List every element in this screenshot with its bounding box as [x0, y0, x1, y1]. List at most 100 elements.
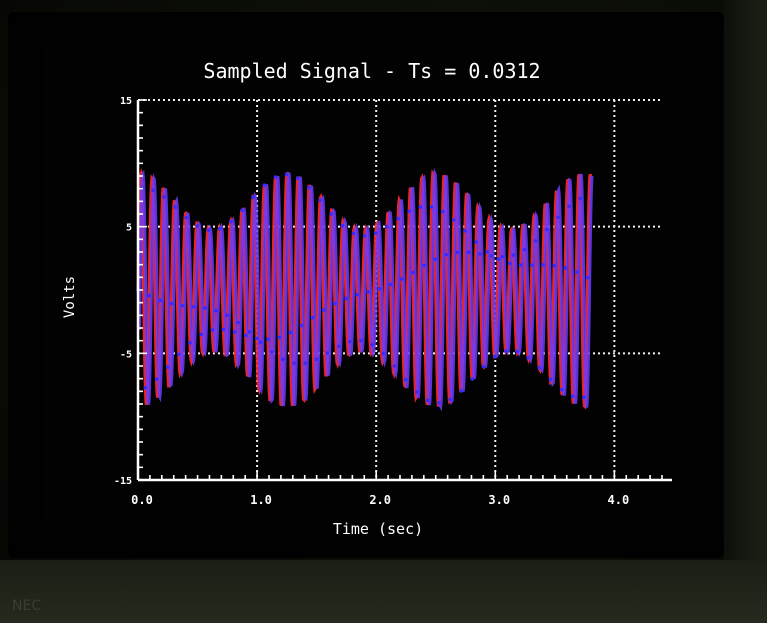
- sample-point: [340, 223, 345, 228]
- x-tick-label: 0.0: [131, 493, 153, 507]
- monitor-brand-label: NEC: [12, 598, 42, 614]
- sample-point: [511, 253, 516, 257]
- x-tick-label: 3.0: [488, 493, 510, 507]
- x-tick-label: 4.0: [608, 493, 630, 507]
- sample-point: [158, 298, 163, 303]
- sample-point: [385, 224, 389, 229]
- sample-point: [522, 247, 527, 252]
- y-axis-label: Volts: [62, 276, 78, 318]
- sample-point: [347, 339, 352, 344]
- sample-point: [206, 228, 211, 233]
- sample-point: [504, 349, 508, 353]
- sample-point: [269, 350, 274, 354]
- chart-title: Sampled Signal - Ts = 0.0312: [203, 59, 540, 83]
- sample-point: [191, 305, 196, 309]
- sample-point: [203, 306, 207, 310]
- sample-point: [333, 301, 337, 306]
- sample-point: [255, 336, 259, 341]
- sample-point: [474, 240, 478, 244]
- sample-point: [422, 263, 426, 268]
- sample-point: [426, 398, 430, 402]
- sample-point: [221, 327, 226, 332]
- sample-point: [247, 330, 252, 334]
- signal-trace-red: [136, 168, 593, 410]
- sample-point: [515, 349, 519, 354]
- sample-point: [407, 209, 412, 214]
- sample-point: [151, 188, 155, 193]
- sample-point: [481, 364, 486, 369]
- sample-point: [154, 377, 159, 381]
- sample-point: [180, 303, 185, 308]
- x-tick-label: 1.0: [250, 493, 272, 507]
- sample-point: [169, 301, 174, 306]
- sample-point: [299, 323, 304, 328]
- sample-point: [455, 250, 460, 255]
- monitor-frame-right: [724, 0, 767, 560]
- sample-point: [507, 261, 512, 266]
- sample-point: [444, 252, 449, 257]
- sample-point: [500, 254, 504, 259]
- sample-point: [188, 340, 192, 345]
- sample-point: [199, 332, 203, 337]
- sample-point: [325, 351, 330, 355]
- sample-point: [374, 231, 378, 235]
- sample-point: [489, 254, 493, 258]
- sample-point: [429, 205, 434, 209]
- sample-point: [232, 330, 237, 334]
- sample-point: [570, 394, 575, 399]
- x-tick-label: 2.0: [369, 493, 391, 507]
- sample-point: [381, 351, 386, 356]
- sample-point: [321, 308, 326, 312]
- sample-point: [303, 361, 308, 365]
- sample-point: [329, 212, 334, 216]
- sample-point: [288, 330, 293, 335]
- sample-point: [448, 397, 452, 402]
- sample-point: [544, 227, 549, 232]
- signal-trace-blue: [137, 167, 594, 412]
- sample-point: [147, 293, 151, 298]
- sample-point: [530, 263, 534, 267]
- sample-point: [366, 290, 371, 294]
- sample-point: [236, 320, 241, 325]
- sample-point: [266, 337, 270, 342]
- sample-point: [496, 257, 501, 261]
- chart-axes: [136, 99, 672, 482]
- sample-point: [336, 344, 341, 349]
- sample-point: [217, 226, 222, 231]
- sample-point: [533, 239, 538, 243]
- sample-point: [143, 385, 148, 390]
- sample-point: [585, 275, 590, 280]
- sample-point: [351, 231, 356, 236]
- sample-point: [240, 208, 244, 213]
- sample-point: [418, 205, 423, 209]
- sample-point: [563, 266, 568, 270]
- sample-point: [359, 338, 363, 343]
- sample-point: [258, 340, 263, 344]
- sample-point: [314, 357, 319, 362]
- sample-point: [556, 215, 560, 220]
- sample-point: [541, 263, 545, 267]
- sample-point: [478, 252, 482, 256]
- sample-point: [292, 361, 296, 366]
- sample-point: [195, 224, 200, 228]
- sample-point: [281, 357, 285, 362]
- sample-point: [400, 277, 404, 281]
- sample-point: [370, 342, 374, 347]
- sample-point: [344, 296, 348, 301]
- sample-point: [277, 335, 281, 340]
- sample-point: [162, 195, 166, 199]
- y-tick-label: 15: [120, 96, 132, 107]
- sample-point: [362, 233, 367, 238]
- sample-point: [485, 250, 490, 254]
- sample-point: [173, 205, 177, 209]
- sample-point: [463, 229, 467, 233]
- sample-point: [518, 263, 523, 267]
- sample-point: [578, 196, 582, 201]
- sample-point: [392, 364, 397, 368]
- sample-point: [377, 286, 382, 291]
- sample-point: [243, 333, 248, 338]
- sample-point: [295, 176, 300, 181]
- y-tick-label: 5: [126, 223, 132, 234]
- sample-point: [526, 355, 530, 360]
